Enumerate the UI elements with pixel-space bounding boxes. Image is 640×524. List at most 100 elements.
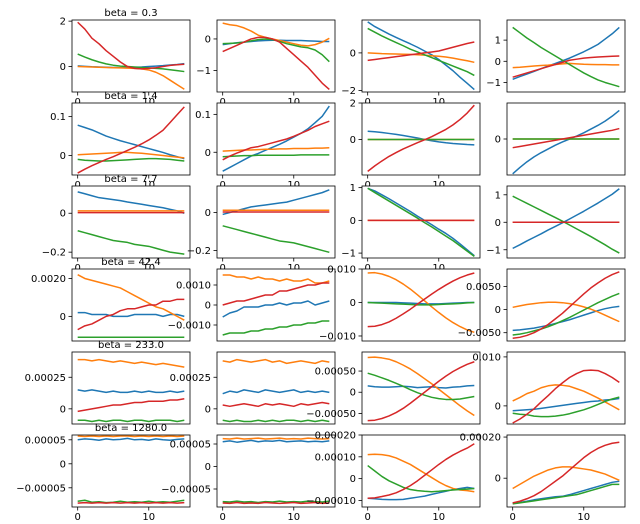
y-tick-label: 0: [495, 305, 501, 316]
y-tick-label: 0: [350, 298, 356, 309]
axes-frame: [506, 268, 626, 342]
series-line-3: [222, 154, 330, 158]
series-line-2: [512, 301, 620, 323]
x-tick-label: 10: [432, 263, 445, 274]
y-tick-label: −2: [341, 86, 356, 97]
series-line-3: [512, 292, 620, 336]
y-tick-label: 0: [350, 48, 356, 59]
series-line-2: [222, 437, 330, 440]
x-tick-label: 10: [142, 263, 155, 274]
y-tick-label: 0.1: [50, 112, 66, 123]
subplot-title: beta = 7.7: [104, 174, 157, 185]
y-tick-label: 0: [60, 62, 66, 73]
x-tick-label: 0: [364, 512, 370, 523]
series-line-4: [222, 282, 330, 306]
y-tick-label: 0: [205, 301, 211, 312]
axes-frame: [361, 102, 481, 176]
y-tick-label: 1: [350, 183, 356, 194]
series-line-4: [77, 298, 185, 331]
axes-frame: [216, 351, 336, 425]
series-line-3: [77, 499, 185, 504]
series-line-4: [512, 127, 620, 149]
series-line-2: [367, 271, 475, 334]
series-line-4: [222, 501, 330, 505]
series-line-4: [512, 369, 620, 424]
y-tick-label: 0.00005: [170, 440, 211, 451]
y-tick-label: 0.0050: [466, 282, 501, 293]
series-line-2: [77, 358, 185, 368]
subplot-r1-c4: −1 0 1: [486, 19, 626, 93]
series-line-1: [367, 187, 475, 257]
subplot-r5-c4: 0 0.010: [472, 351, 626, 425]
series-line-3: [512, 396, 620, 418]
plot-area: [507, 352, 625, 424]
y-tick-label: 0: [350, 474, 356, 485]
y-tick-label: 0: [350, 135, 356, 146]
subplot-r4-c3: −0.010 0 0.010: [319, 265, 481, 342]
series-line-2: [77, 65, 185, 90]
x-tick-label: 10: [287, 512, 300, 523]
y-tick-label: 0.1: [195, 110, 211, 121]
y-tick-label: 0: [495, 57, 501, 68]
y-tick-label: 0: [205, 148, 211, 159]
x-tick-label: 10: [577, 512, 590, 523]
series-line-1: [512, 109, 620, 175]
series-line-4: [367, 361, 475, 422]
series-line-3: [222, 419, 330, 423]
series-line-3: [512, 26, 620, 88]
y-tick-label: −0.00005: [161, 485, 211, 496]
series-line-4: [222, 120, 330, 161]
axes-frame: [71, 351, 191, 425]
subplot-r5-c3: −0.00050 0 0.00050: [306, 351, 481, 425]
series-line-3: [222, 225, 330, 254]
series-line-2: [367, 356, 475, 417]
axes-frame: [216, 19, 336, 93]
axes-frame: [71, 434, 191, 508]
x-tick-label: 0: [74, 512, 80, 523]
y-tick-label: −0.00050: [306, 409, 356, 420]
subplot-r6-c2: −0.00005 0 0.00005 0 10: [161, 434, 336, 523]
series-line-4: [222, 36, 330, 91]
series-line-1: [77, 124, 185, 160]
x-tick-label: 0: [509, 512, 515, 523]
subplot-r1-c3: −2 0 0 10: [341, 19, 481, 108]
plot-area: [72, 186, 190, 258]
series-line-1: [512, 26, 620, 80]
y-tick-label: −1: [196, 66, 211, 77]
x-tick-label: 10: [287, 263, 300, 274]
x-tick-label: 10: [142, 180, 155, 191]
x-tick-label: 10: [432, 97, 445, 108]
axes-frame: [361, 351, 481, 425]
series-line-1: [77, 311, 185, 318]
series-line-1: [367, 21, 475, 91]
y-tick-label: 0.010: [472, 352, 501, 363]
series-line-1: [77, 389, 185, 394]
series-line-3: [512, 483, 620, 505]
plot-area: [217, 186, 335, 258]
subplot-r6-c3: −0.00010 0 0.00010 0.00020 0 10: [306, 431, 481, 523]
x-tick-label: 10: [142, 97, 155, 108]
x-tick-label: 0: [74, 97, 80, 108]
y-tick-label: 0: [60, 312, 66, 323]
axes-frame: [71, 19, 191, 93]
subplot-title: beta = 0.3: [104, 8, 157, 19]
y-tick-label: 0: [60, 209, 66, 220]
subplot-r1-c1: 0 2 0 10 beta = 0.3: [60, 8, 191, 108]
series-line-3: [367, 372, 475, 401]
y-tick-label: 0: [495, 401, 501, 412]
subplot-r3-c2: −0.2 0 0 10: [187, 185, 336, 274]
axes-frame: [361, 268, 481, 342]
y-tick-label: −0.010: [319, 331, 356, 342]
series-line-3: [77, 157, 185, 162]
series-line-4: [222, 401, 330, 408]
x-tick-label: 0: [219, 263, 225, 274]
series-line-2: [77, 151, 185, 159]
series-line-1: [512, 305, 620, 332]
x-tick-label: 0: [364, 180, 370, 191]
y-tick-label: 0.00050: [315, 367, 356, 378]
subplot-r4-c1: 0 0.0020 beta = 42.4: [31, 257, 191, 342]
y-tick-label: −0.2: [187, 246, 211, 257]
series-line-1: [222, 300, 330, 318]
